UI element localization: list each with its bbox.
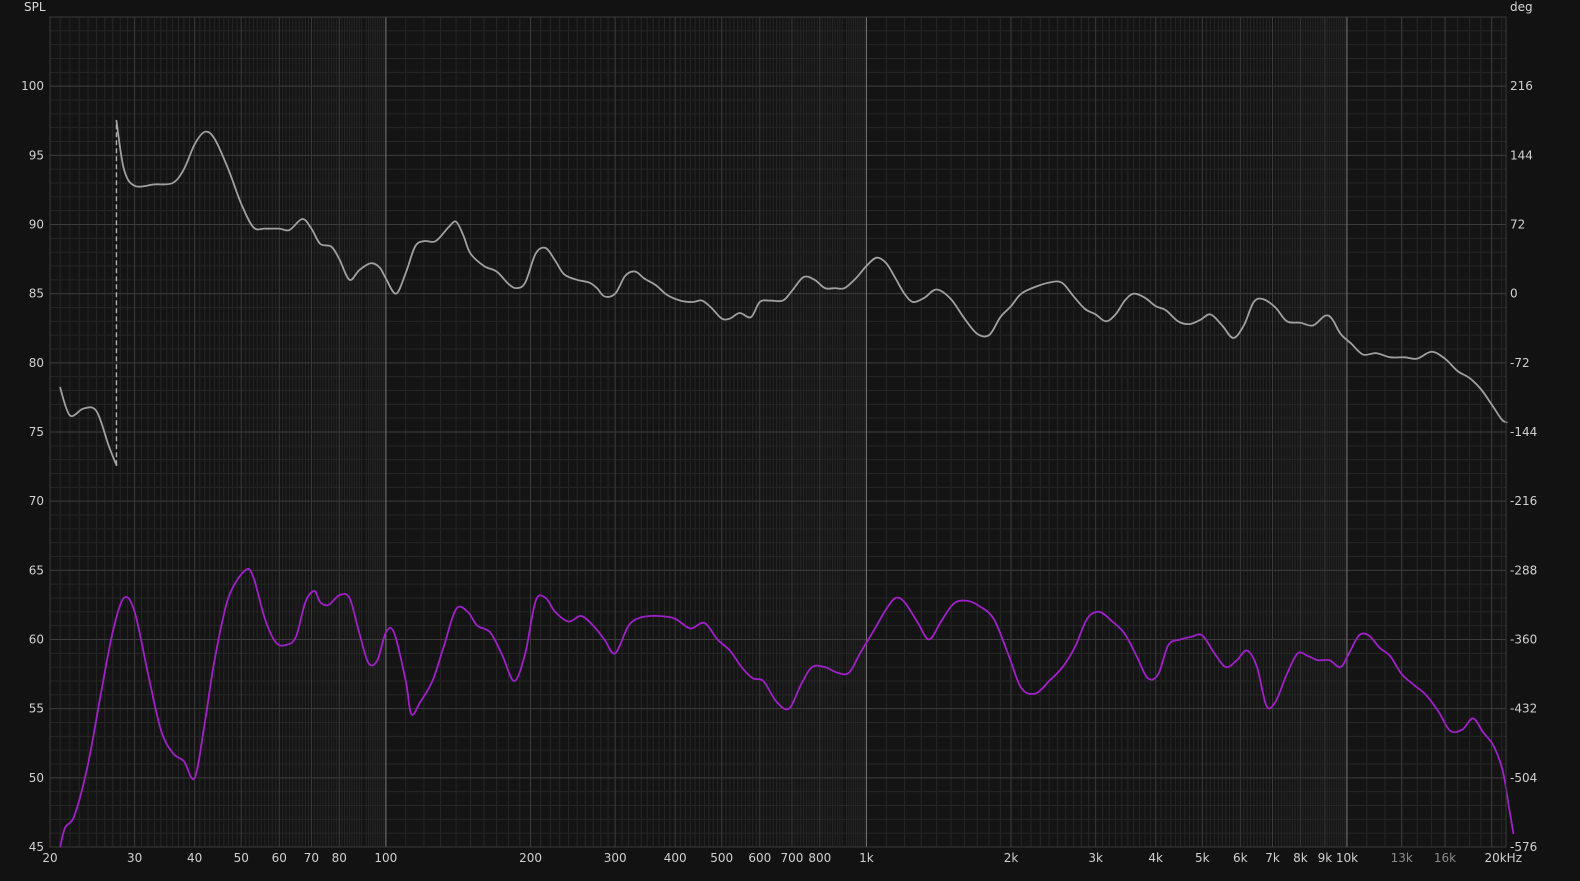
x-tick-label: 7k: [1265, 851, 1280, 865]
y-axis-left-label: SPL: [24, 0, 46, 14]
y-right-tick-label: 72: [1510, 218, 1525, 232]
y-left-tick-label: 65: [29, 563, 44, 577]
x-tick-label: 80: [332, 851, 347, 865]
x-tick-label: 100: [374, 851, 397, 865]
x-axis-ticks: 20 30 40 50 60 70 80 100 200 300 400 500 600 700 800 1k…: [42, 851, 1522, 865]
y-left-tick-label: 55: [29, 702, 44, 716]
x-tick-label: 40: [187, 851, 202, 865]
x-tick-label: 16k: [1434, 851, 1456, 865]
x-tick-label: 400: [664, 851, 687, 865]
y-axis-left-ticks: 45 50 55 60 65 70 75 80 85 90 95 100: [21, 79, 44, 854]
y-left-tick-label: 75: [29, 425, 44, 439]
y-axis-right-ticks: -576 -504 -432 -360 -288 -216 -144 -72 0 72 144 216: [1510, 79, 1537, 854]
x-tick-label: 50: [234, 851, 249, 865]
y-right-tick-label: -288: [1510, 563, 1537, 577]
y-right-tick-label: 0: [1510, 287, 1518, 301]
y-left-tick-label: 80: [29, 356, 44, 370]
x-tick-label: 3k: [1088, 851, 1103, 865]
x-tick-label: 20: [42, 851, 57, 865]
y-left-tick-label: 85: [29, 287, 44, 301]
x-tick-label: 500: [710, 851, 733, 865]
x-tick-label: 4k: [1148, 851, 1163, 865]
y-right-tick-label: -504: [1510, 771, 1537, 785]
y-right-tick-label: -144: [1510, 425, 1537, 439]
spl-curve: [59, 386, 118, 467]
x-tick-label: 8k: [1293, 851, 1308, 865]
x-tick-label: 700: [781, 851, 804, 865]
y-axis-right-label: deg: [1510, 0, 1533, 14]
y-right-tick-label: -72: [1510, 356, 1530, 370]
y-left-tick-label: 70: [29, 494, 44, 508]
x-tick-label: 9k: [1318, 851, 1333, 865]
x-tick-label: 800: [808, 851, 831, 865]
phase-curve: [59, 567, 1515, 848]
x-tick-label: 70: [304, 851, 319, 865]
y-right-tick-label: -216: [1510, 494, 1537, 508]
x-tick-label: 200: [519, 851, 542, 865]
y-right-tick-label: -432: [1510, 702, 1537, 716]
x-tick-label: 60: [272, 851, 287, 865]
x-tick-label: 6k: [1233, 851, 1248, 865]
y-left-tick-label: 95: [29, 148, 44, 162]
x-tick-label: 30: [127, 851, 142, 865]
x-tick-label: 300: [604, 851, 627, 865]
x-tick-label: 1k: [859, 851, 874, 865]
y-right-tick-label: 216: [1510, 79, 1533, 93]
x-tick-label: 5k: [1195, 851, 1210, 865]
y-left-tick-label: 100: [21, 79, 44, 93]
plot-frame: [49, 16, 1507, 848]
x-tick-label: 20kHz: [1484, 851, 1522, 865]
x-tick-label: 600: [748, 851, 771, 865]
spl-curve: [115, 119, 1508, 424]
y-left-tick-label: 45: [29, 840, 44, 854]
x-tick-label: 2k: [1004, 851, 1019, 865]
y-right-tick-label: -576: [1510, 840, 1537, 854]
y-left-tick-label: 60: [29, 633, 44, 647]
y-right-tick-label: -360: [1510, 633, 1537, 647]
x-tick-label: 10k: [1336, 851, 1358, 865]
x-tick-label: 13k: [1391, 851, 1413, 865]
series-layer: [59, 119, 1515, 848]
y-left-tick-label: 90: [29, 218, 44, 232]
y-left-tick-label: 50: [29, 771, 44, 785]
y-right-tick-label: 144: [1510, 148, 1533, 162]
